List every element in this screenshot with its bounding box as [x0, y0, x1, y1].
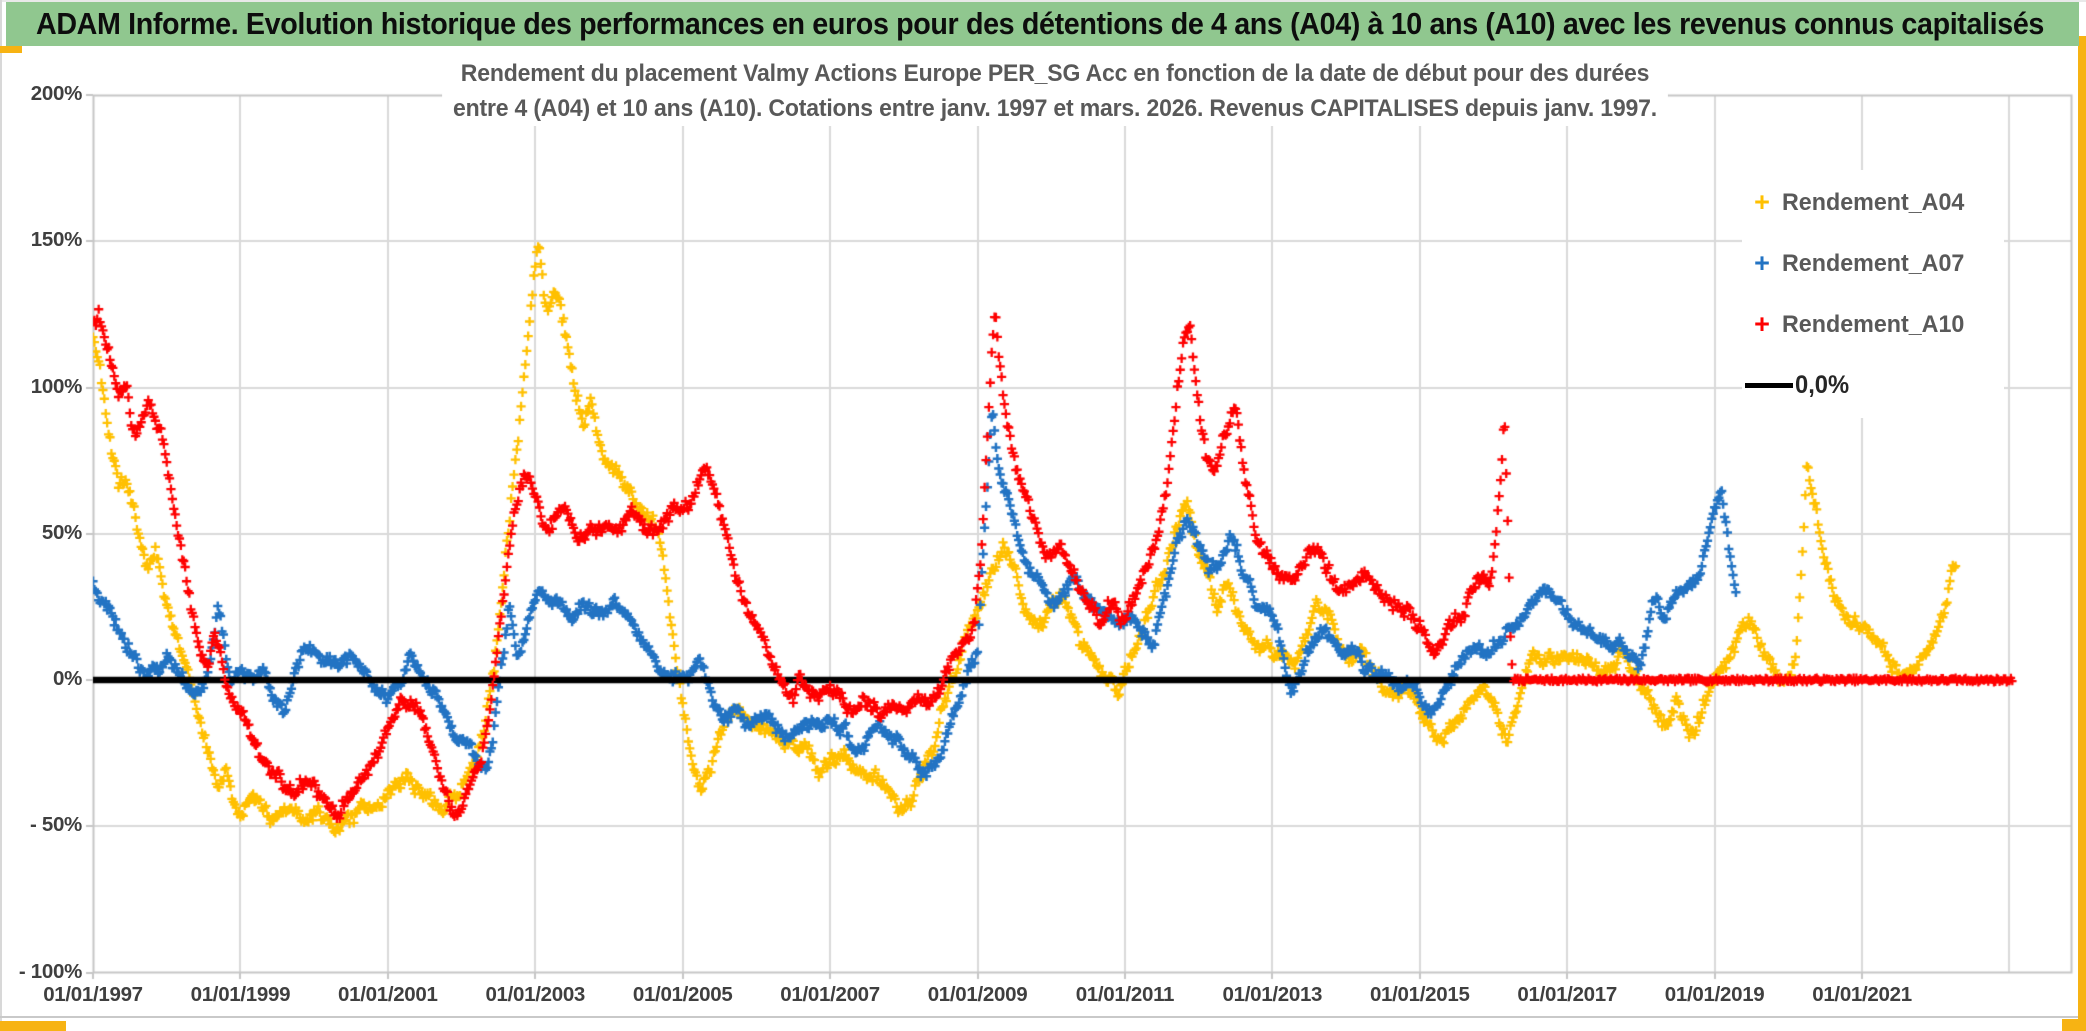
zero-line-swatch-icon [1745, 383, 1793, 388]
legend-entry-zero-line: 0,0% [1742, 355, 2004, 416]
legend-label-a04: Rendement_A04 [1782, 188, 1965, 216]
a10-plus-marker-icon: + [1754, 309, 1770, 339]
legend-entry-a07: + Rendement_A07 [1742, 233, 2004, 294]
legend: + Rendement_A04 + Rendement_A07 + Rendem… [1742, 170, 2004, 418]
chart-title: Rendement du placement Valmy Actions Eur… [442, 56, 1668, 126]
legend-label-a07: Rendement_A07 [1782, 249, 1965, 277]
a07-plus-marker-icon: + [1754, 248, 1770, 278]
a04-plus-marker-icon: + [1754, 187, 1770, 217]
legend-entry-a10: + Rendement_A10 [1742, 294, 2004, 355]
chart-title-line-1: Rendement du placement Valmy Actions Eur… [460, 60, 1650, 87]
legend-label-a10: Rendement_A10 [1782, 310, 1965, 338]
legend-entry-a04: + Rendement_A04 [1742, 172, 2004, 233]
chart-title-line-2: entre 4 (A04) et 10 ans (A10). Cotations… [452, 95, 1658, 122]
legend-label-zero: 0,0% [1795, 371, 1850, 399]
